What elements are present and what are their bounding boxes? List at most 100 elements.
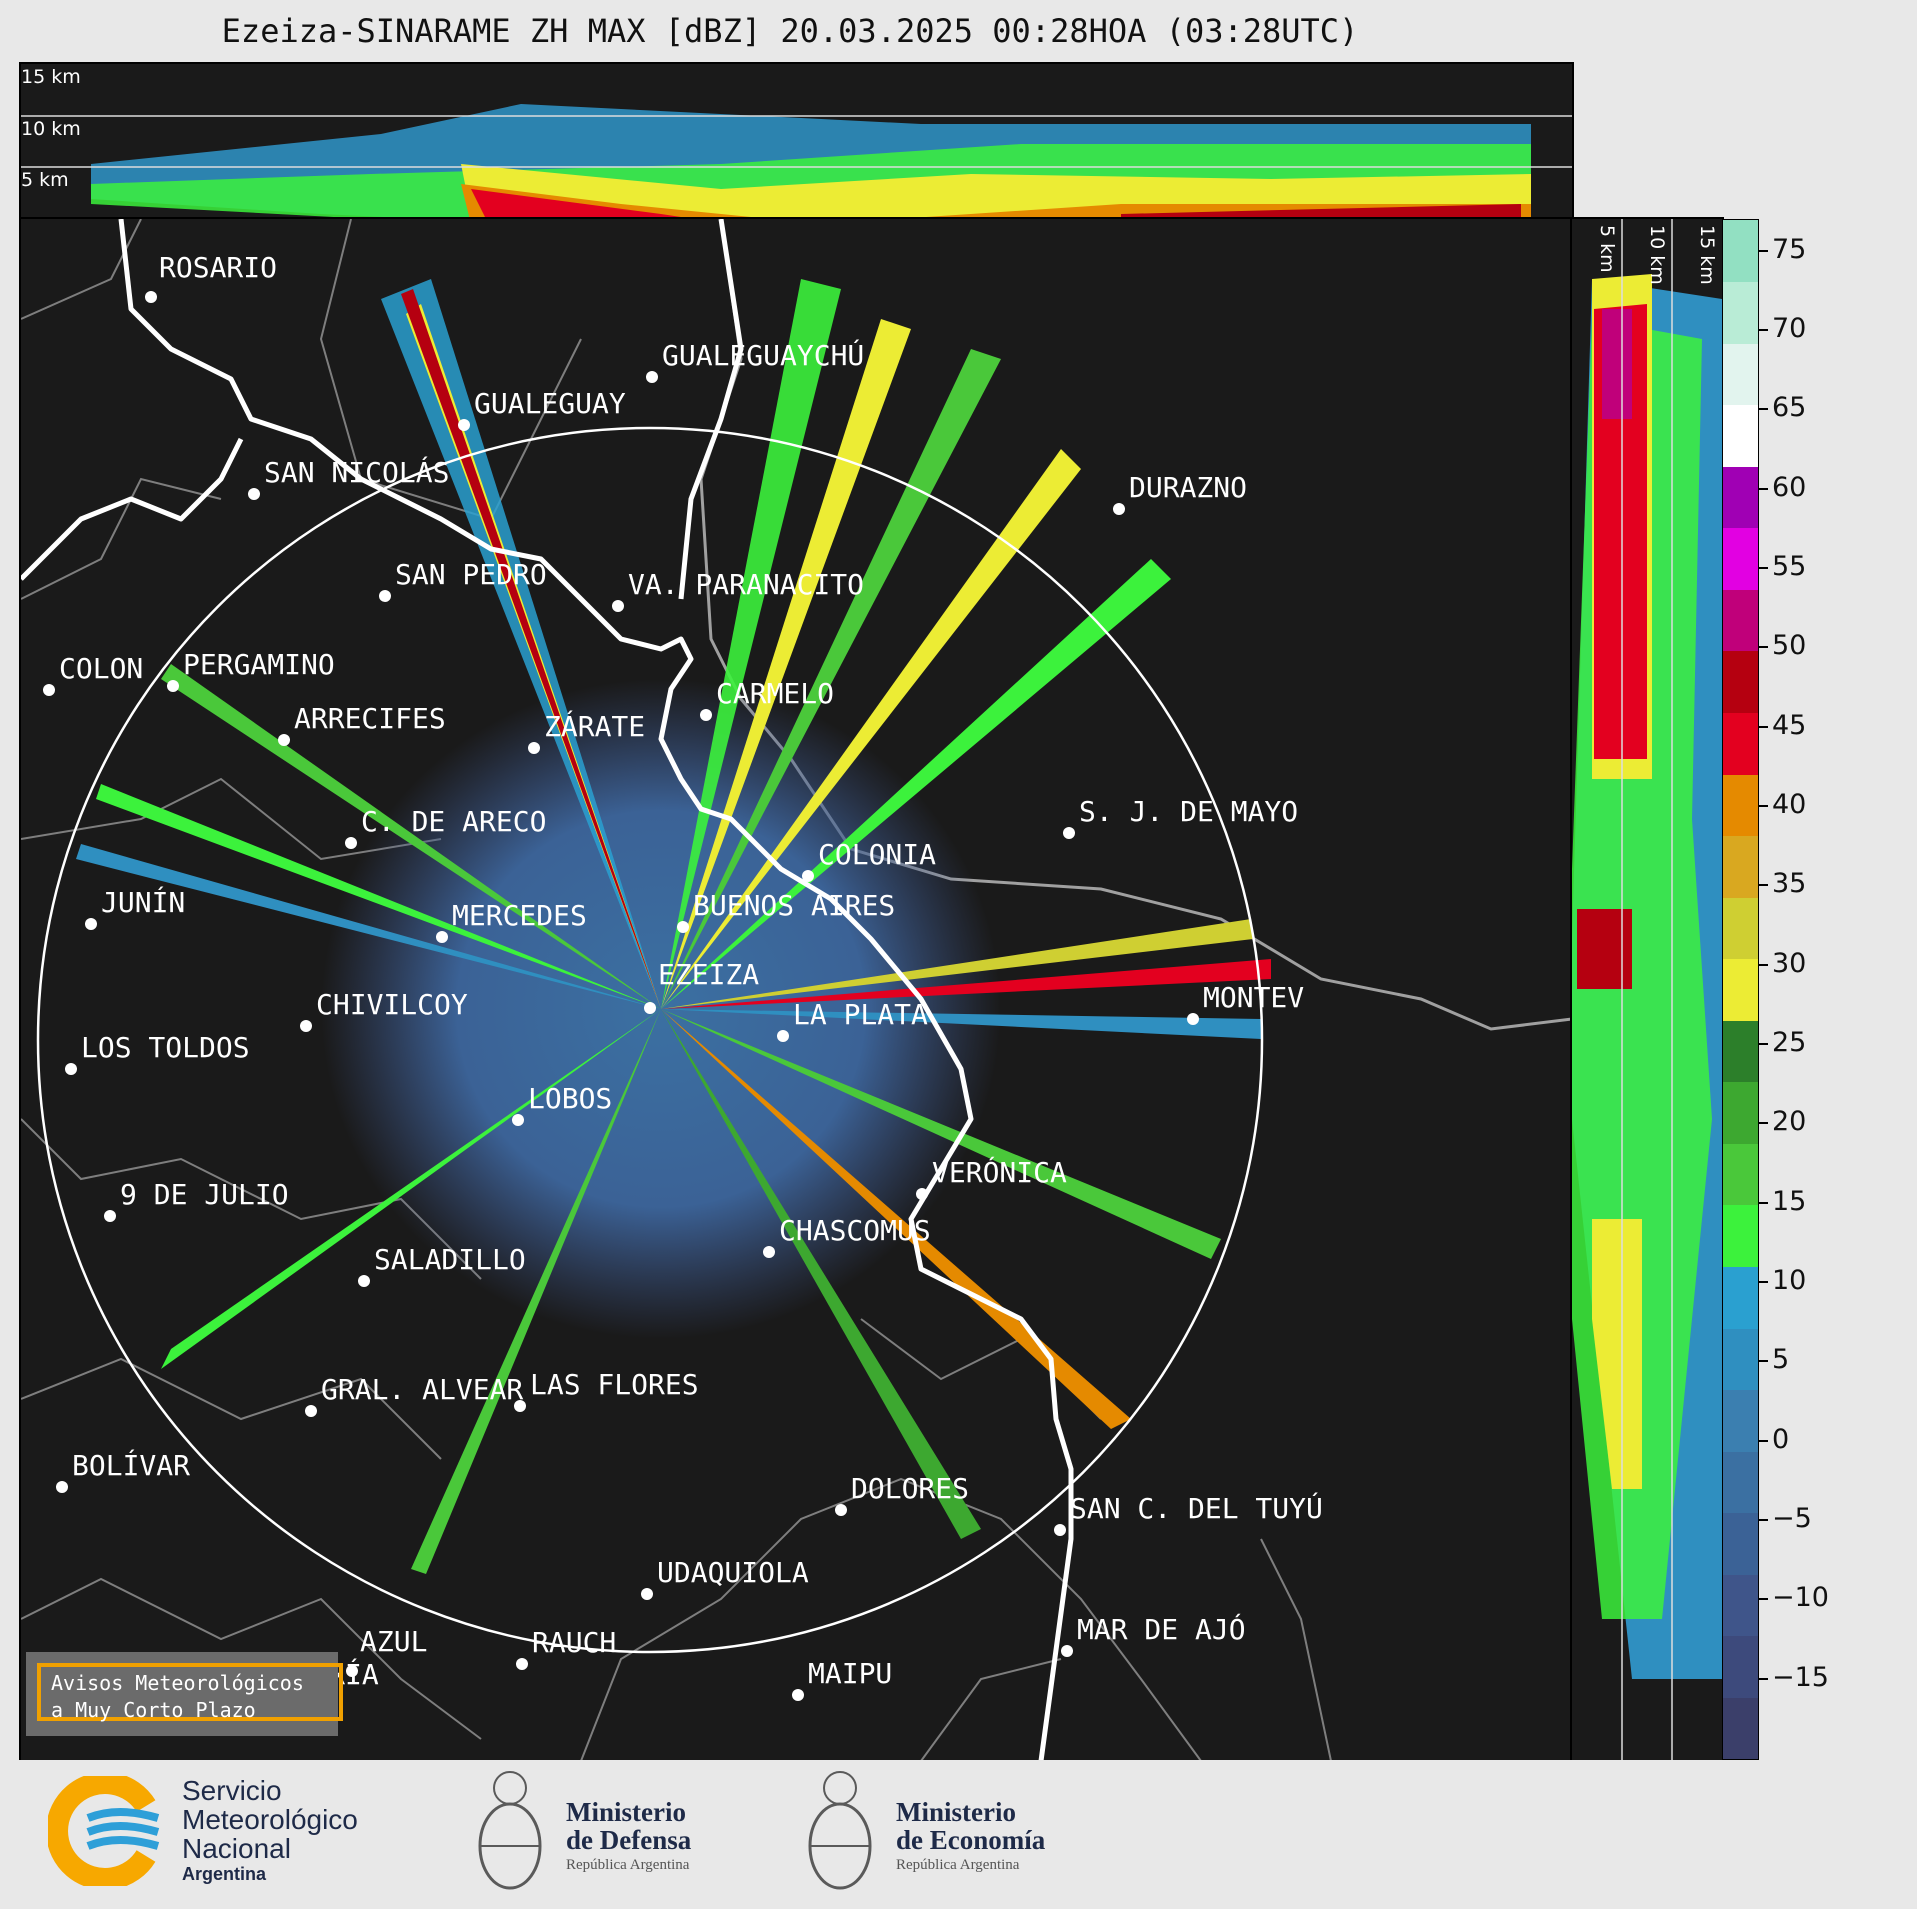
colorbar-segment	[1723, 1697, 1758, 1760]
city-label: CHIVILCOY	[316, 988, 468, 1021]
echo-ray-ne-4	[661, 559, 1171, 1009]
city-6: VA. PARANACITO	[612, 568, 864, 612]
city-28: GRAL. ALVEAR	[305, 1373, 523, 1417]
colorbar-segment	[1723, 466, 1758, 529]
colorbar-tick-label: −10	[1772, 1582, 1829, 1614]
city-11: ZÁRATE	[528, 709, 645, 754]
colorbar-segment	[1723, 1266, 1758, 1329]
colorbar-tick-label: 5	[1772, 1344, 1790, 1376]
city-label: PERGAMINO	[183, 648, 335, 681]
echo-ray-se-3	[661, 1009, 981, 1539]
city-21: LA PLATA	[777, 998, 928, 1042]
city-22: LOS TOLDOS	[65, 1031, 250, 1075]
smn-line-2: Meteorológico	[182, 1804, 358, 1835]
defensa-line-1: Ministerio	[566, 1797, 686, 1827]
city-14: COLONIA	[802, 838, 936, 882]
colorbar-segment	[1723, 1328, 1758, 1391]
city-marker	[1063, 827, 1075, 839]
city-4: DURAZNO	[1113, 471, 1247, 515]
colorbar-tick-label: −15	[1772, 1661, 1829, 1693]
top-echo-red-east	[1121, 204, 1521, 217]
city-label: EZEIZA	[658, 958, 759, 991]
colorbar-segment	[1723, 589, 1758, 652]
colorbar-segment	[1723, 1081, 1758, 1144]
colorbar-tick	[1758, 1281, 1768, 1284]
city-layer: ROSARIO GUALEGUAYCHÚ GUALEGUAY SAN NICOLÁS D…	[43, 251, 1323, 1716]
top-echo-orange	[461, 184, 1531, 217]
warning-box-frame[interactable]: Avisos Meteorológicos a Muy Corto Plazo	[37, 1663, 343, 1722]
colorbar-tick	[1758, 408, 1768, 411]
city-marker	[300, 1020, 312, 1032]
chart-title: Ezeiza-SINARAME ZH MAX [dBZ] 20.03.2025 …	[221, 12, 1359, 50]
colorbar-segment	[1723, 1574, 1758, 1637]
city-marker	[65, 1063, 77, 1075]
city-label: SALADILLO	[374, 1243, 526, 1276]
city-label: LA PLATA	[793, 998, 928, 1031]
city-26: CHASCOMUS	[763, 1214, 931, 1258]
city-marker	[436, 931, 448, 943]
echo-ray-w-2	[76, 844, 661, 1009]
city-27: SALADILLO	[358, 1243, 526, 1287]
economia-logo-text: Ministerio de Economía República Argenti…	[896, 1798, 1045, 1876]
echo-ray-se-2	[661, 1009, 1131, 1429]
city-16: MERCEDES	[436, 899, 587, 943]
colorbar-tick	[1758, 1043, 1768, 1046]
city-label: LOS TOLDOS	[81, 1031, 250, 1064]
warning-line-1: Avisos Meteorológicos	[51, 1671, 304, 1695]
city-34: MAR DE AJÓ	[1061, 1612, 1246, 1657]
defensa-line-3: República Argentina	[566, 1857, 690, 1873]
city-marker	[358, 1275, 370, 1287]
city-9: CARMELO	[700, 677, 834, 721]
city-marker	[167, 680, 179, 692]
city-12: S. J. DE MAYO	[1063, 795, 1298, 839]
colorbar-tick	[1758, 646, 1768, 649]
city-marker	[305, 1405, 317, 1417]
smn-logo-text: Servicio Meteorológico Nacional Argentin…	[182, 1776, 358, 1885]
radar-map: ROSARIO GUALEGUAYCHÚ GUALEGUAY SAN NICOLÁS D…	[21, 219, 1572, 1761]
colorbar-tick-label: −5	[1772, 1503, 1812, 1534]
colorbar-tick-label: 75	[1772, 233, 1807, 265]
side-height-label-15km: 15 km	[1696, 225, 1718, 285]
colorbar	[1722, 219, 1759, 1760]
colorbar-segment	[1723, 1635, 1758, 1698]
colorbar-segment	[1723, 650, 1758, 713]
colorbar-segment	[1723, 281, 1758, 344]
colorbar-segment	[1723, 1389, 1758, 1452]
city-marker	[516, 1658, 528, 1670]
city-33: UDAQUIOLA	[641, 1556, 809, 1600]
top-cross-section-plot	[21, 104, 1572, 217]
colorbar-segment	[1723, 527, 1758, 590]
colorbar-tick	[1758, 1598, 1768, 1601]
colorbar-tick-label: 30	[1772, 947, 1807, 979]
side-echo-yellow-south	[1592, 1219, 1642, 1489]
city-35: AZUL	[346, 1625, 427, 1677]
city-marker	[345, 837, 357, 849]
echo-ray-ne-2	[661, 349, 1001, 1009]
city-marker	[278, 734, 290, 746]
city-label: BOLÍVAR	[72, 1448, 190, 1482]
city-30: BOLÍVAR	[56, 1448, 190, 1493]
colorbar-tick-label: 65	[1772, 392, 1807, 424]
city-23: LOBOS	[512, 1082, 612, 1126]
city-label: JUNÍN	[101, 885, 185, 919]
side-cross-section-panel: 5 km 10 km 15 km	[1570, 217, 1724, 1763]
city-label: MONTEV	[1203, 981, 1304, 1014]
top-height-label-10km: 10 km	[21, 118, 81, 140]
city-marker	[641, 1588, 653, 1600]
colorbar-tick-label: 15	[1772, 1185, 1807, 1217]
city-marker	[802, 870, 814, 882]
city-8: PERGAMINO	[167, 648, 335, 692]
city-label: LAS FLORES	[530, 1368, 699, 1401]
colorbar-segment	[1723, 774, 1758, 837]
city-marker	[1054, 1524, 1066, 1536]
city-marker	[1113, 503, 1125, 515]
warning-line-2: a Muy Corto Plazo	[51, 1698, 256, 1722]
top-echo-red	[471, 189, 681, 217]
echo-ray-se-1	[661, 1009, 1221, 1259]
colorbar-tick	[1758, 805, 1768, 808]
city-15: JUNÍN	[85, 885, 185, 930]
reflectivity-field	[76, 279, 1271, 1574]
range-ring	[36, 426, 1264, 1654]
city-marker	[56, 1481, 68, 1493]
colorbar-tick	[1758, 567, 1768, 570]
